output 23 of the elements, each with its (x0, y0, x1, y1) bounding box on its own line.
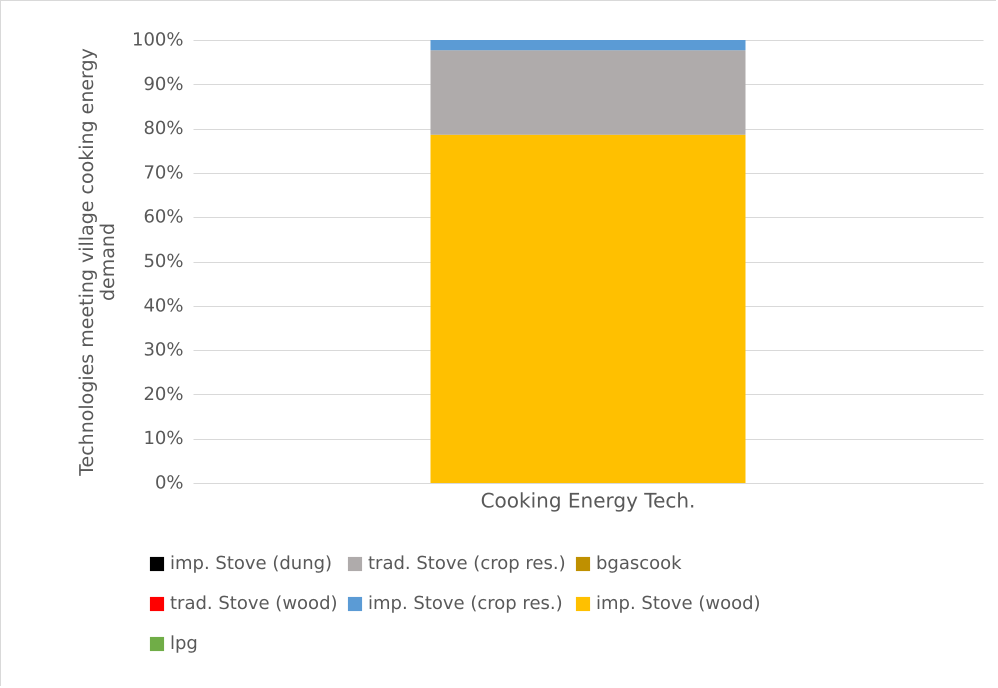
y-tick-label: 90% (143, 74, 184, 95)
y-tick-label: 20% (143, 384, 184, 405)
x-tick-label: Cooking Energy Tech. (480, 488, 696, 512)
y-tick-label: 50% (143, 251, 184, 272)
bar (430, 134, 746, 483)
bar (430, 50, 746, 135)
bar (430, 40, 746, 50)
y-tick-label: 0% (154, 472, 184, 494)
legend-label: trad. Stove (crop res.) (368, 553, 566, 574)
y-tick-label: 60% (143, 206, 184, 228)
legend-label: imp. Stove (wood) (596, 593, 761, 614)
legend-label: bgascook (596, 553, 682, 574)
legend-label: lpg (170, 633, 198, 654)
y-tick-label: 80% (143, 118, 184, 140)
y-tick-label: 10% (143, 428, 184, 450)
y-tick-label: 70% (143, 162, 184, 184)
y-tick-label: 100% (132, 30, 184, 50)
y-tick-label: 40% (143, 295, 184, 316)
y-axis-title: Technologies meeting village cooking energy demand (76, 48, 120, 477)
y-tick-label: 30% (143, 340, 184, 361)
legend-label: trad. Stove (wood) (170, 593, 338, 614)
legend-label: imp. Stove (crop res.) (368, 593, 563, 614)
legend-label: imp. Stove (dung) (170, 553, 332, 574)
